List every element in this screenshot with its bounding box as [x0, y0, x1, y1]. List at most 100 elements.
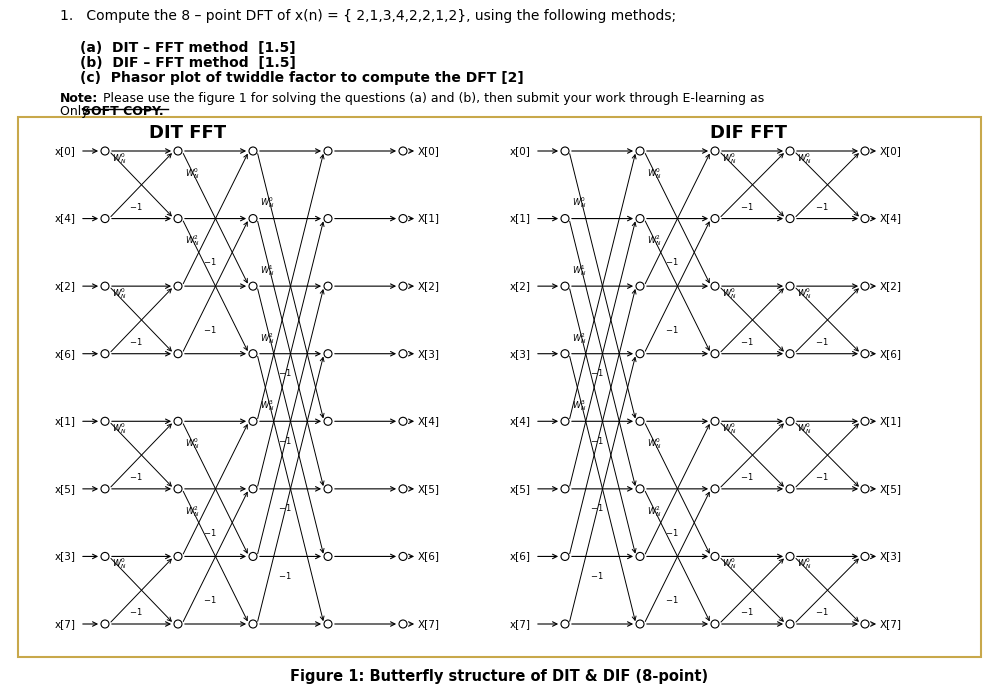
Circle shape — [786, 552, 794, 561]
Text: $-1$: $-1$ — [278, 435, 292, 446]
Text: $W_N^{2}$: $W_N^{2}$ — [260, 331, 275, 345]
Circle shape — [561, 552, 569, 561]
Text: SOFT COPY.: SOFT COPY. — [82, 105, 164, 118]
Text: X[1]: X[1] — [880, 417, 902, 426]
Circle shape — [324, 147, 332, 155]
Text: $-1$: $-1$ — [589, 570, 603, 581]
Circle shape — [174, 282, 182, 290]
Circle shape — [101, 215, 109, 222]
Circle shape — [786, 620, 794, 628]
Circle shape — [861, 620, 869, 628]
Circle shape — [249, 350, 257, 358]
Text: $W_N^{2}$: $W_N^{2}$ — [185, 504, 200, 519]
Text: $W_N^{3}$: $W_N^{3}$ — [260, 398, 275, 413]
Text: X[3]: X[3] — [880, 552, 902, 561]
Text: 1.   Compute the 8 – point DFT of x(n) = { 2,1,3,4,2,2,1,2}, using the following: 1. Compute the 8 – point DFT of x(n) = {… — [60, 9, 676, 23]
Text: $W_N^{0}$: $W_N^{0}$ — [112, 556, 127, 571]
Text: $-1$: $-1$ — [815, 471, 828, 482]
Text: $-1$: $-1$ — [739, 471, 753, 482]
Text: X[5]: X[5] — [418, 484, 440, 494]
Text: X[2]: X[2] — [880, 281, 902, 291]
Text: X[0]: X[0] — [880, 146, 902, 156]
Circle shape — [249, 485, 257, 493]
Text: $-1$: $-1$ — [129, 201, 142, 212]
Circle shape — [249, 620, 257, 628]
Circle shape — [174, 552, 182, 561]
Text: $-1$: $-1$ — [203, 526, 216, 538]
Text: $-1$: $-1$ — [129, 606, 142, 617]
Circle shape — [324, 215, 332, 222]
Circle shape — [861, 350, 869, 358]
Text: X[4]: X[4] — [880, 214, 902, 224]
Circle shape — [786, 282, 794, 290]
Circle shape — [174, 147, 182, 155]
Circle shape — [324, 552, 332, 561]
Text: $W_N^{0}$: $W_N^{0}$ — [647, 436, 661, 451]
Text: $W_N^{2}$: $W_N^{2}$ — [572, 331, 586, 345]
Circle shape — [101, 485, 109, 493]
Text: X[2]: X[2] — [418, 281, 440, 291]
Text: $-1$: $-1$ — [815, 201, 828, 212]
Circle shape — [101, 417, 109, 425]
Circle shape — [861, 552, 869, 561]
Text: $-1$: $-1$ — [589, 435, 603, 446]
Text: $W_N^{0}$: $W_N^{0}$ — [112, 286, 127, 301]
Text: x[0]: x[0] — [510, 146, 530, 156]
Circle shape — [174, 215, 182, 222]
Text: x[3]: x[3] — [510, 349, 531, 359]
Circle shape — [636, 282, 644, 290]
Text: $-1$: $-1$ — [739, 201, 753, 212]
Text: $W_N^{0}$: $W_N^{0}$ — [185, 436, 200, 451]
Circle shape — [861, 215, 869, 222]
Text: $-1$: $-1$ — [815, 336, 828, 347]
Text: $-1$: $-1$ — [203, 324, 216, 335]
Text: $W_N^{1}$: $W_N^{1}$ — [572, 263, 586, 278]
Text: $-1$: $-1$ — [664, 257, 678, 267]
Circle shape — [561, 417, 569, 425]
Circle shape — [399, 282, 407, 290]
Text: $-1$: $-1$ — [278, 503, 292, 513]
Text: x[6]: x[6] — [55, 349, 76, 359]
Circle shape — [249, 282, 257, 290]
Text: $W_N^{0}$: $W_N^{0}$ — [722, 556, 736, 571]
Text: (a)  DIT – FFT method  [1.5]: (a) DIT – FFT method [1.5] — [80, 41, 296, 55]
Text: X[0]: X[0] — [418, 146, 440, 156]
Text: X[3]: X[3] — [418, 349, 440, 359]
Text: $-1$: $-1$ — [589, 367, 603, 378]
Text: (b)  DIF – FFT method  [1.5]: (b) DIF – FFT method [1.5] — [80, 56, 296, 70]
Text: DIF FFT: DIF FFT — [709, 124, 786, 142]
Circle shape — [636, 350, 644, 358]
Text: $W_N^{0}$: $W_N^{0}$ — [797, 286, 811, 301]
Text: $W_N^{0}$: $W_N^{0}$ — [572, 196, 586, 210]
Circle shape — [324, 620, 332, 628]
Text: $-1$: $-1$ — [739, 336, 753, 347]
Circle shape — [101, 620, 109, 628]
Text: $W_N^{2}$: $W_N^{2}$ — [647, 504, 661, 519]
Circle shape — [711, 215, 719, 222]
Text: $W_N^{0}$: $W_N^{0}$ — [722, 286, 736, 301]
Text: $-1$: $-1$ — [664, 594, 678, 605]
Circle shape — [399, 417, 407, 425]
Circle shape — [174, 417, 182, 425]
Circle shape — [786, 417, 794, 425]
Text: X[4]: X[4] — [418, 417, 440, 426]
Text: x[4]: x[4] — [55, 214, 76, 224]
Circle shape — [636, 485, 644, 493]
Circle shape — [399, 215, 407, 222]
Circle shape — [174, 485, 182, 493]
Circle shape — [786, 215, 794, 222]
Text: X[7]: X[7] — [880, 619, 902, 629]
Circle shape — [711, 282, 719, 290]
Text: x[7]: x[7] — [510, 619, 531, 629]
Circle shape — [711, 620, 719, 628]
Text: $-1$: $-1$ — [129, 471, 142, 482]
Text: x[1]: x[1] — [55, 417, 76, 426]
Circle shape — [711, 417, 719, 425]
Text: $-1$: $-1$ — [129, 336, 142, 347]
Circle shape — [324, 417, 332, 425]
Circle shape — [249, 147, 257, 155]
Text: $W_N^{0}$: $W_N^{0}$ — [722, 421, 736, 436]
Circle shape — [101, 350, 109, 358]
Text: $W_N^{0}$: $W_N^{0}$ — [260, 196, 275, 210]
Circle shape — [861, 417, 869, 425]
